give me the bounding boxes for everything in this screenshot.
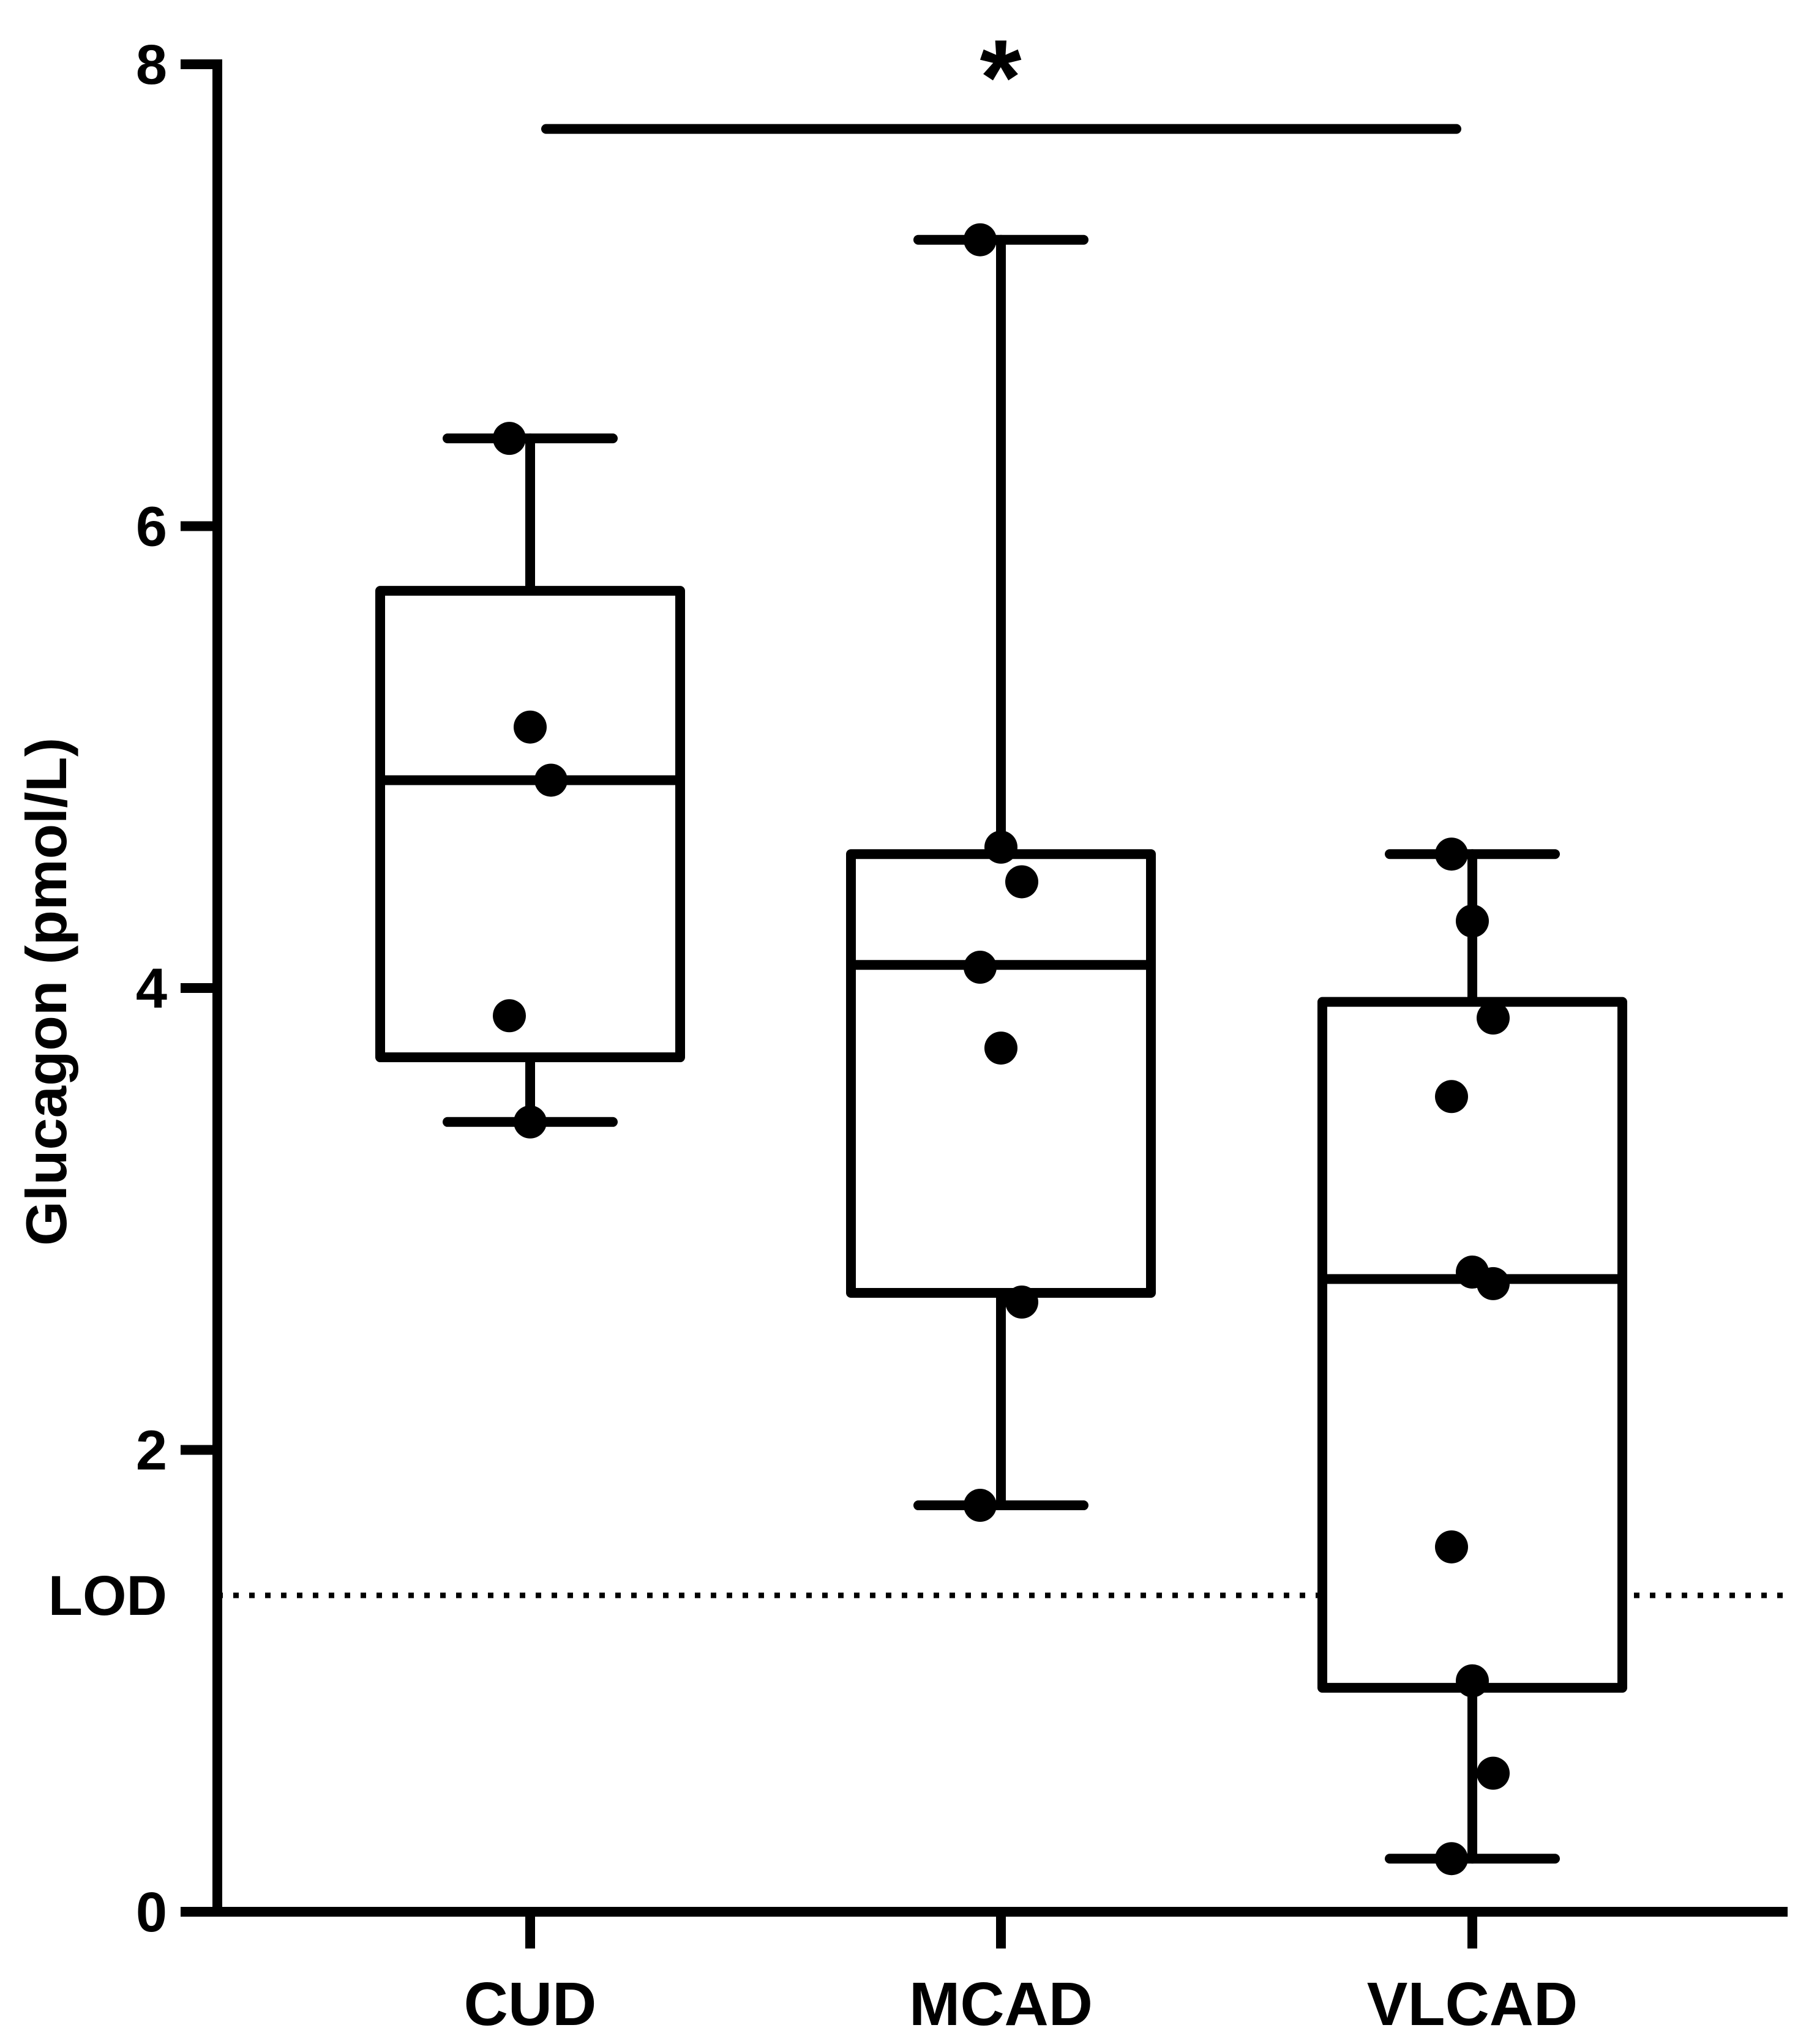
box-cud [375,422,685,1139]
y-tick-label: 4 [136,957,167,1020]
data-point-mcad [1005,1286,1038,1319]
lod-label: LOD [48,1565,167,1627]
data-point-vlcad [1477,1267,1510,1300]
reference-line-group: LOD [48,1565,1783,1627]
data-point-vlcad [1435,1530,1468,1563]
boxes-group [375,223,1627,1876]
data-point-cud [514,710,547,744]
y-tick-label: 6 [136,496,167,558]
data-point-mcad [984,1031,1017,1065]
data-point-vlcad [1435,837,1468,871]
box-rect-cud [375,586,685,1063]
x-tick-label: CUD [464,1970,597,2038]
data-point-mcad [964,1489,997,1522]
data-point-vlcad [1477,1001,1510,1035]
axes-group: 0 2 4 6 8 CUD MCAD VLCAD [136,34,1788,2038]
y-tick-label: 0 [136,1881,167,1944]
data-point-vlcad [1435,1842,1468,1876]
data-point-mcad [984,830,1017,864]
y-axis-title: Glucagon (pmol/L) [14,738,78,1246]
significance-group: * [541,18,1461,138]
data-point-cud [493,999,526,1033]
data-point-mcad [1005,865,1038,899]
box-vlcad [1317,837,1627,1876]
data-point-vlcad [1456,904,1489,938]
data-point-cud [534,763,568,797]
significance-star: * [980,18,1021,138]
data-point-vlcad [1477,1756,1510,1790]
data-point-vlcad [1456,1664,1489,1698]
data-point-mcad [964,951,997,984]
box-mcad [846,223,1156,1522]
data-point-cud [514,1105,547,1139]
data-point-vlcad [1435,1080,1468,1114]
data-point-cud [493,422,526,455]
box-rect-mcad [846,849,1156,1298]
data-point-mcad [964,223,997,256]
x-tick-label: MCAD [909,1970,1093,2038]
x-tick-label: VLCAD [1367,1970,1578,2038]
y-tick-label: 8 [136,34,167,96]
box-rect-vlcad [1317,997,1627,1693]
y-tick-label: 2 [136,1420,167,1482]
